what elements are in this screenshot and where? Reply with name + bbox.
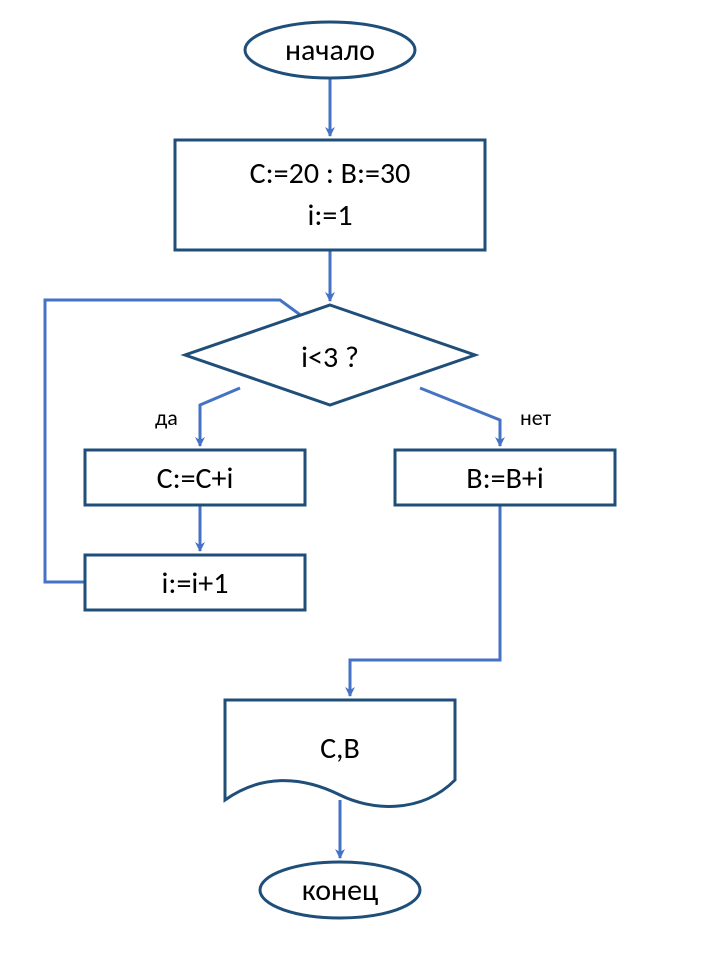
node-init-line2: i:=1 bbox=[307, 197, 352, 234]
node-iinc-label: i:=i+1 bbox=[162, 565, 229, 602]
flowchart-canvas: начало C:=20 : B:=30 i:=1 i<3 ? да нет C… bbox=[0, 0, 720, 960]
edge-binc-out bbox=[350, 505, 500, 696]
node-start-label: начало bbox=[285, 32, 375, 69]
edge-cond-yes bbox=[200, 388, 240, 446]
edge-cond-no bbox=[420, 388, 500, 446]
node-cond-label: i<3 ? bbox=[301, 339, 359, 376]
node-binc-label: B:=B+i bbox=[466, 460, 543, 497]
node-init-line1: C:=20 : B:=30 bbox=[250, 155, 411, 192]
cond-no-label: нет bbox=[520, 404, 552, 431]
node-end-label: конец bbox=[302, 872, 379, 909]
node-cinc-label: C:=C+i bbox=[157, 460, 234, 497]
node-out-label: C,B bbox=[320, 730, 360, 767]
cond-yes-label: да bbox=[155, 404, 178, 431]
